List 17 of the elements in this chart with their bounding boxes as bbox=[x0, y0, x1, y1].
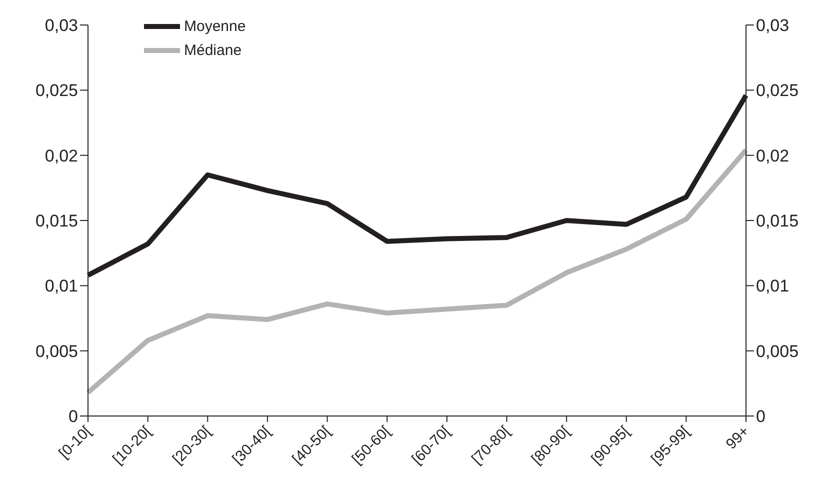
y2-tick-label: 0,025 bbox=[756, 81, 799, 100]
y-tick-label: 0,03 bbox=[44, 16, 78, 36]
y-tick-label: 0 bbox=[68, 407, 78, 426]
x-tick-label: 99+ bbox=[722, 422, 753, 453]
y-tick-label: 0,005 bbox=[35, 342, 78, 361]
y-tick-label: 0,02 bbox=[44, 146, 78, 166]
y-tick-label: 0,025 bbox=[35, 81, 78, 100]
y-tick-label: 0,015 bbox=[35, 212, 78, 231]
legend-label: Médiane bbox=[184, 42, 242, 58]
y2-tick-label: 0,01 bbox=[756, 276, 790, 296]
legend-label: Moyenne bbox=[184, 18, 246, 34]
y2-tick-label: 0,005 bbox=[756, 342, 799, 361]
y2-tick-label: 0,03 bbox=[756, 16, 790, 36]
y2-tick-label: 0,02 bbox=[756, 146, 790, 166]
y2-tick-label: 0 bbox=[756, 407, 766, 426]
y-tick-label: 0,01 bbox=[44, 276, 78, 296]
y2-tick-label: 0,015 bbox=[756, 212, 799, 231]
